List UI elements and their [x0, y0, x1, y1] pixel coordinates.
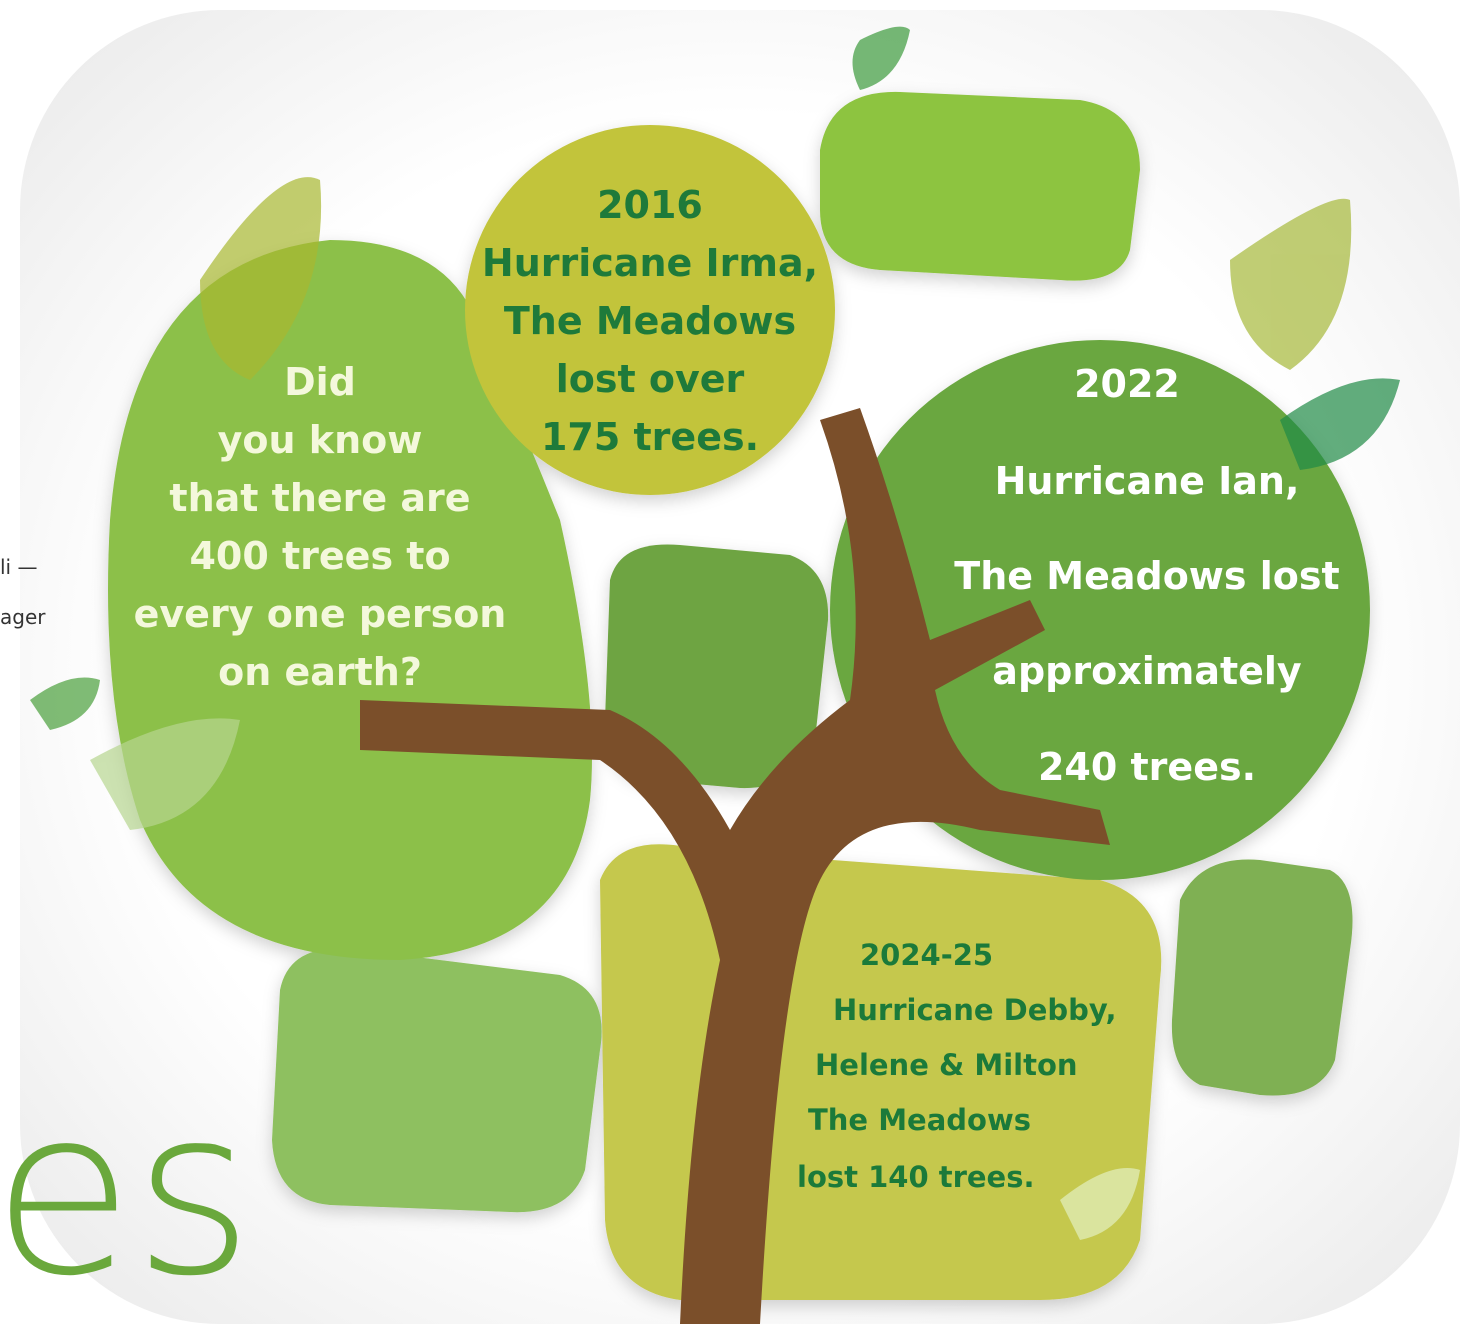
caption-line: ager: [0, 605, 46, 629]
bubble-line: 240 trees.: [1038, 745, 1256, 789]
bubble-line: lost over: [556, 357, 745, 401]
bubble-line: 400 trees to: [189, 534, 450, 578]
page: li — ager es Did you know that there are…: [0, 0, 1475, 1324]
infographic: li — ager es Did you know that there are…: [0, 0, 1475, 1324]
heading-fragment: es: [0, 1060, 253, 1324]
bubble-line: on earth?: [218, 650, 422, 694]
bubble-line: 2022: [1074, 362, 1180, 406]
bubble-line: Hurricane Ian,: [995, 459, 1300, 503]
bubble-line: lost 140 trees.: [797, 1160, 1035, 1194]
bubble-line: 2024-25: [860, 938, 993, 972]
bubble-line: The Meadows: [808, 1103, 1031, 1137]
caption-line: li —: [0, 555, 37, 579]
bubble-line: The Meadows lost: [954, 554, 1339, 598]
leaf-blob: [1172, 860, 1353, 1096]
bubble-line: approximately: [992, 649, 1302, 693]
bubble-line: 175 trees.: [541, 415, 759, 459]
bubble-line: Hurricane Debby,: [833, 993, 1117, 1027]
bubble-line: The Meadows: [504, 299, 796, 343]
bubble-line: Helene & Milton: [815, 1048, 1078, 1082]
bubble-line: every one person: [134, 592, 507, 636]
bubble-line: Hurricane Irma,: [482, 241, 818, 285]
bubble-line: Did: [284, 360, 356, 404]
bubble-line: you know: [218, 418, 423, 462]
leaf-blob: [272, 948, 602, 1212]
leaf-blob: [820, 92, 1140, 281]
bubble-line: that there are: [169, 476, 470, 520]
bubble-line: 2016: [597, 183, 703, 227]
